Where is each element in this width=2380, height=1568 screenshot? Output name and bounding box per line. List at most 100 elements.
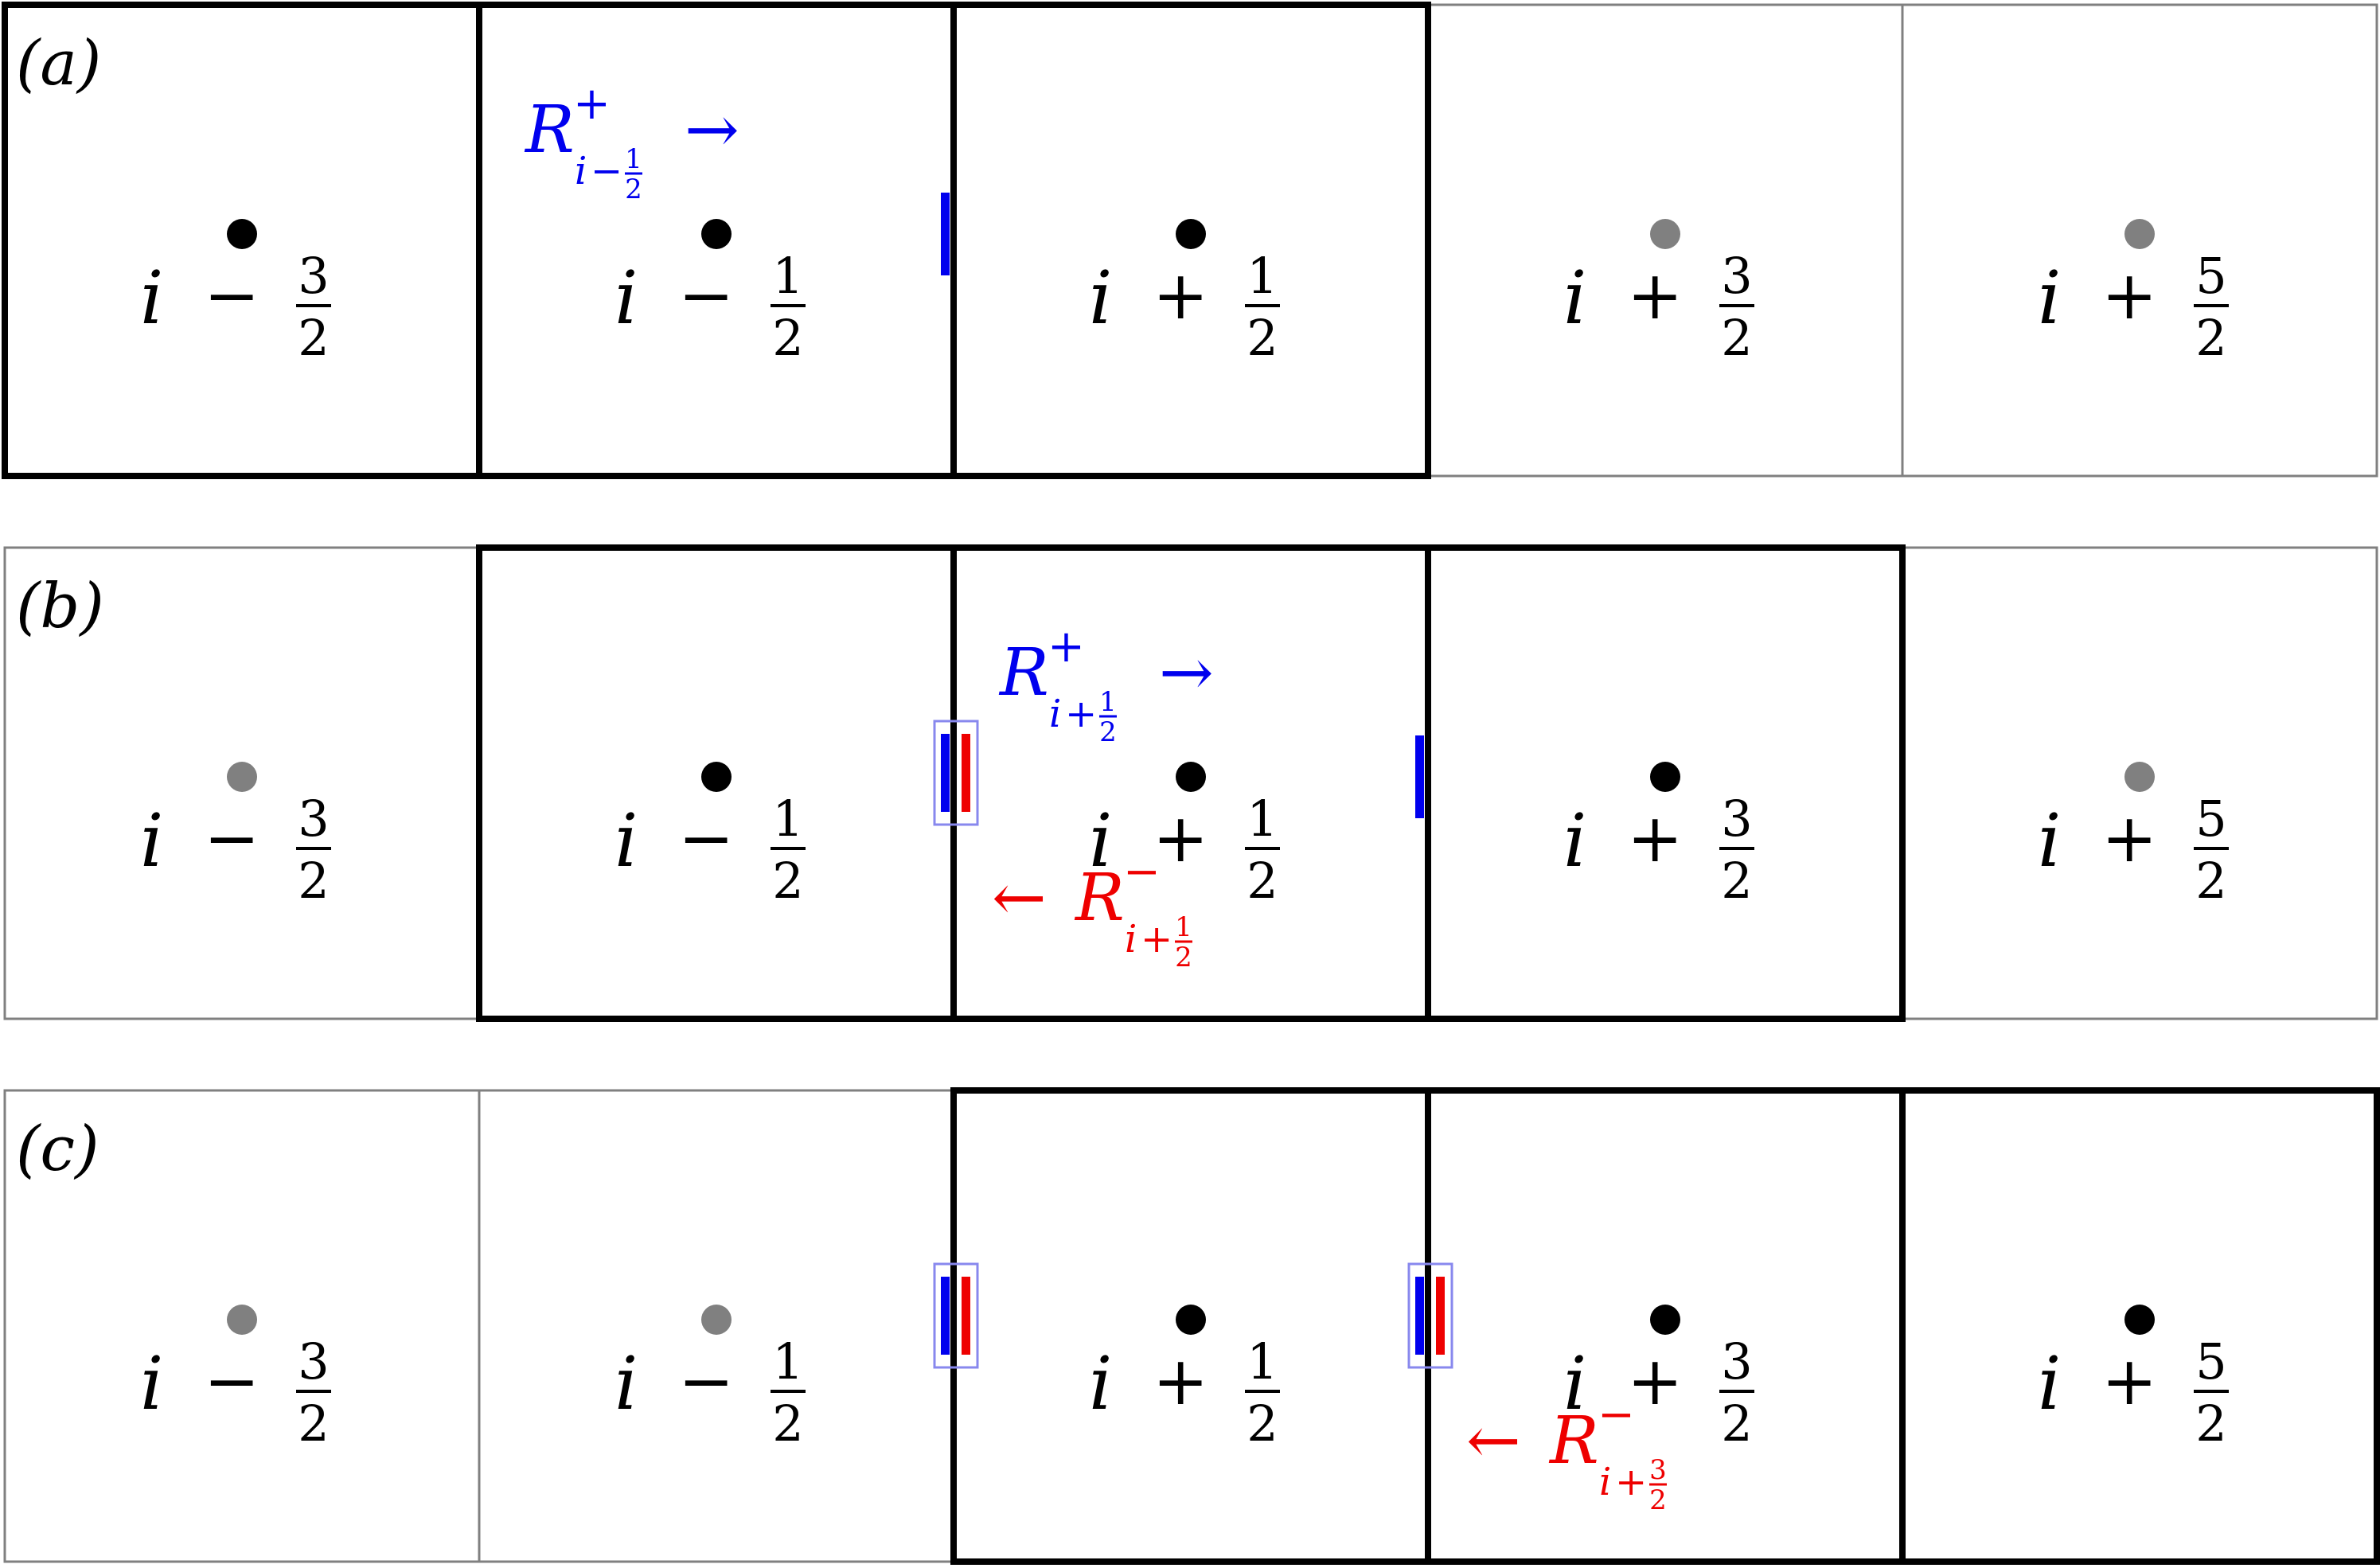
stencil-outline bbox=[2, 2, 1431, 479]
node-dot bbox=[701, 219, 732, 249]
index-symbol: i bbox=[2038, 798, 2061, 883]
node-dot bbox=[227, 1305, 257, 1335]
fraction-numerator: 3 bbox=[1721, 247, 1752, 305]
node-dot bbox=[701, 1305, 732, 1335]
index-operator: + bbox=[2101, 256, 2157, 334]
subscript-denominator: 2 bbox=[1175, 942, 1192, 973]
fraction-denominator: 2 bbox=[298, 852, 329, 910]
subscript-numerator: 1 bbox=[1175, 911, 1192, 943]
blue-reconstruction-label: R+i +12→ bbox=[998, 621, 1214, 748]
blue-mark bbox=[1415, 735, 1424, 818]
index-operator: − bbox=[678, 256, 734, 334]
cell-0: i −32 bbox=[140, 219, 331, 367]
red-reconstruction-label: ← R− i +12 bbox=[992, 846, 1192, 973]
node-dot bbox=[2124, 1305, 2155, 1335]
blue-reconstruction-label: R+ i −12 → bbox=[524, 78, 739, 205]
node-dot bbox=[1650, 219, 1680, 249]
interface-box bbox=[1407, 1262, 1453, 1369]
arrow-left-icon: ← bbox=[1466, 1403, 1521, 1479]
node-dot bbox=[1176, 219, 1206, 249]
index-symbol: i bbox=[615, 255, 638, 341]
fraction-denominator: 2 bbox=[2195, 1394, 2226, 1453]
red-mark bbox=[1436, 1277, 1445, 1355]
index-symbol: i bbox=[1089, 255, 1112, 341]
panel-label: (a) bbox=[16, 28, 101, 99]
interface-marks bbox=[933, 720, 979, 826]
panel-label: (c) bbox=[16, 1114, 99, 1185]
index-symbol: i bbox=[2038, 1341, 2061, 1426]
panel-b: (b)i −32 i −12 i +12 i +32 i +52R+i +12→← R−i +12 bbox=[3, 544, 2378, 1022]
red-mark bbox=[962, 1277, 970, 1355]
subscript-index: i bbox=[1125, 917, 1137, 961]
node-dot bbox=[2124, 219, 2155, 249]
cell-3: i +32 bbox=[1563, 219, 1754, 367]
index-operator: − bbox=[678, 799, 734, 877]
fraction-numerator: 1 bbox=[772, 247, 803, 305]
subscript-index: i bbox=[575, 149, 587, 193]
index-symbol: i bbox=[615, 798, 638, 883]
fraction-denominator: 2 bbox=[772, 309, 803, 367]
superscript: + bbox=[573, 78, 611, 130]
interface-marks bbox=[1415, 735, 1424, 818]
index-symbol: i bbox=[140, 798, 163, 883]
subscript-operator: + bbox=[1065, 692, 1097, 736]
cell-1: i −12 bbox=[615, 1305, 806, 1453]
cell-4: i +52 bbox=[2038, 762, 2229, 910]
node-dot bbox=[2124, 762, 2155, 792]
superscript: − bbox=[1598, 1389, 1635, 1441]
fraction-denominator: 2 bbox=[1247, 852, 1278, 910]
subscript-operator: + bbox=[1141, 917, 1172, 961]
subscript-numerator: 1 bbox=[625, 143, 642, 175]
index-symbol: i bbox=[140, 255, 163, 341]
index-operator: + bbox=[1153, 256, 1208, 334]
fraction-numerator: 1 bbox=[1247, 247, 1278, 305]
fraction-numerator: 3 bbox=[1721, 1332, 1752, 1391]
fraction-denominator: 2 bbox=[1247, 309, 1278, 367]
fraction-denominator: 2 bbox=[1247, 1394, 1278, 1453]
index-symbol: i bbox=[615, 1341, 638, 1426]
panel-a: (a)i −32 i −12 i +12 i +32 i +52R+i −12→ bbox=[2, 2, 2378, 479]
interface-box bbox=[933, 720, 979, 826]
subscript-denominator: 2 bbox=[1649, 1484, 1667, 1516]
superscript: + bbox=[1048, 621, 1085, 673]
fraction-numerator: 1 bbox=[772, 790, 803, 848]
node-dot bbox=[701, 762, 732, 792]
panel-label: (b) bbox=[16, 571, 104, 642]
cell-4: i +52 bbox=[2038, 1305, 2229, 1453]
arrow-left-icon: ← bbox=[992, 860, 1047, 936]
index-operator: + bbox=[1153, 799, 1208, 877]
subscript-denominator: 2 bbox=[1099, 716, 1117, 748]
fraction-numerator: 3 bbox=[298, 790, 329, 848]
index-symbol: i bbox=[1089, 1341, 1112, 1426]
interface-marks bbox=[933, 1262, 979, 1369]
fraction-denominator: 2 bbox=[1721, 852, 1752, 910]
fraction-denominator: 2 bbox=[772, 852, 803, 910]
panel-c: (c)i −32 i −12 i +12 i +32 i +52← R−i +32 bbox=[3, 1087, 2380, 1565]
subscript-numerator: 1 bbox=[1099, 686, 1117, 718]
red-reconstruction-label: ← R− i +32 bbox=[1466, 1389, 1667, 1516]
index-operator: − bbox=[204, 1342, 259, 1420]
cell-0: i −32 bbox=[140, 1305, 331, 1453]
node-dot bbox=[1176, 1305, 1206, 1335]
fraction-numerator: 1 bbox=[1247, 790, 1278, 848]
superscript: − bbox=[1123, 846, 1161, 898]
node-dot bbox=[227, 219, 257, 249]
interface-box bbox=[933, 1262, 979, 1369]
index-symbol: i bbox=[2038, 255, 2061, 341]
cell-4: i +52 bbox=[2038, 219, 2229, 367]
fraction-numerator: 5 bbox=[2195, 790, 2226, 848]
cell-1: i −12 bbox=[615, 219, 806, 367]
red-mark bbox=[962, 734, 970, 812]
R-symbol: R bbox=[1548, 1403, 1599, 1479]
cell-1: i −12 bbox=[615, 762, 806, 910]
R-symbol: R bbox=[1074, 860, 1125, 936]
index-operator: + bbox=[1627, 1342, 1683, 1420]
fraction-numerator: 1 bbox=[772, 1332, 803, 1391]
subscript-operator: − bbox=[591, 149, 622, 193]
index-operator: − bbox=[204, 799, 259, 877]
index-symbol: i bbox=[1563, 798, 1586, 883]
stencil-outline bbox=[476, 544, 1906, 1022]
fraction-numerator: 5 bbox=[2195, 247, 2226, 305]
fraction-numerator: 3 bbox=[298, 1332, 329, 1391]
